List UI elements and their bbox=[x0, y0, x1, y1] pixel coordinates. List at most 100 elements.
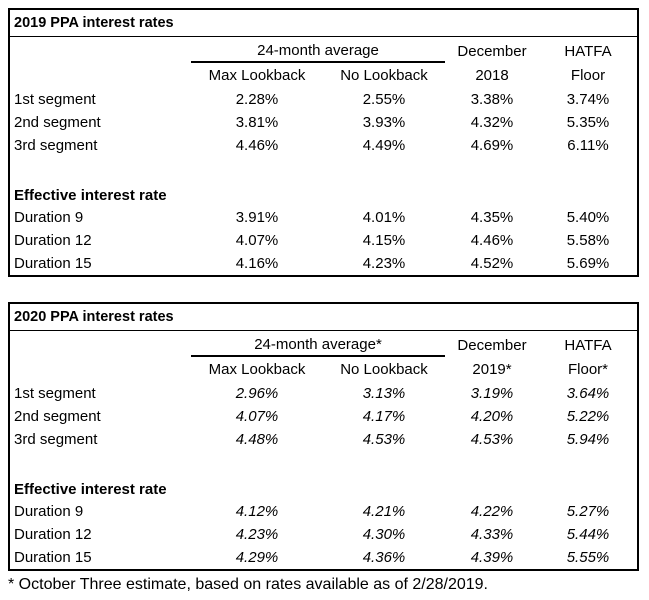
footnote: * October Three estimate, based on rates… bbox=[8, 576, 488, 593]
cell-max-lookback: 4.07% bbox=[235, 408, 279, 425]
cell-december: 4.39% bbox=[470, 549, 514, 566]
table-title-2020: 2020 PPA interest rates bbox=[10, 304, 637, 331]
cell-december: 4.52% bbox=[470, 255, 514, 272]
table-row-duration-15: Duration 15 4.29% 4.36% 4.39% 5.55% bbox=[10, 546, 637, 569]
cell-max-lookback: 3.81% bbox=[235, 114, 279, 131]
cell-max-lookback: 4.29% bbox=[235, 549, 279, 566]
cell-no-lookback: 3.93% bbox=[362, 114, 406, 131]
table-row-3rd-segment: 3rd segment 4.46% 4.49% 4.69% 6.11% bbox=[10, 134, 637, 157]
row-label: 3rd segment bbox=[14, 137, 98, 154]
cell-no-lookback: 4.49% bbox=[362, 137, 406, 154]
cell-no-lookback: 4.21% bbox=[362, 503, 406, 520]
cell-no-lookback: 4.53% bbox=[362, 431, 406, 448]
table-title-2019: 2019 PPA interest rates bbox=[10, 10, 637, 37]
ppa-2019-table: 2019 PPA interest rates 24-month average… bbox=[8, 8, 639, 277]
cell-max-lookback: 4.12% bbox=[235, 503, 279, 520]
header-row-sub-2020: Max Lookback No Lookback 2019* Floor* bbox=[10, 357, 637, 382]
cell-no-lookback: 4.23% bbox=[362, 255, 406, 272]
group-header-24-month-average-estimate: 24-month average* bbox=[191, 336, 445, 357]
cell-december: 3.38% bbox=[470, 91, 514, 108]
column-header-december-year: 2019* bbox=[472, 361, 512, 378]
cell-max-lookback: 2.28% bbox=[235, 91, 279, 108]
cell-december: 4.53% bbox=[470, 431, 514, 448]
group-header-24-month-average: 24-month average bbox=[191, 42, 445, 63]
header-row-top-2020: 24-month average* December HATFA bbox=[10, 331, 637, 357]
cell-max-lookback: 4.07% bbox=[235, 232, 279, 249]
cell-hatfa-floor: 3.74% bbox=[566, 91, 610, 108]
cell-hatfa-floor: 6.11% bbox=[567, 137, 609, 154]
table-row-duration-12: Duration 12 4.23% 4.30% 4.33% 5.44% bbox=[10, 523, 637, 546]
cell-december: 4.46% bbox=[470, 232, 514, 249]
cell-max-lookback: 4.16% bbox=[235, 255, 279, 272]
cell-no-lookback: 2.55% bbox=[362, 91, 406, 108]
cell-no-lookback: 3.13% bbox=[362, 385, 406, 402]
table-row-1st-segment: 1st segment 2.28% 2.55% 3.38% 3.74% bbox=[10, 88, 637, 111]
cell-hatfa-floor: 5.58% bbox=[566, 232, 610, 249]
column-header-no-lookback: No Lookback bbox=[340, 361, 428, 378]
cell-december: 4.20% bbox=[470, 408, 514, 425]
column-header-max-lookback: Max Lookback bbox=[208, 361, 306, 378]
cell-no-lookback: 4.01% bbox=[362, 209, 406, 226]
cell-december: 4.69% bbox=[470, 137, 514, 154]
column-header-december: December bbox=[457, 43, 527, 60]
cell-december: 4.33% bbox=[470, 526, 514, 543]
section-label: Effective interest rate bbox=[14, 480, 167, 498]
column-header-hatfa: HATFA bbox=[564, 43, 612, 60]
cell-hatfa-floor: 5.40% bbox=[566, 209, 610, 226]
cell-hatfa-floor: 5.55% bbox=[566, 549, 610, 566]
row-label: 1st segment bbox=[14, 385, 96, 402]
cell-december: 4.22% bbox=[470, 503, 514, 520]
column-header-hatfa: HATFA bbox=[564, 337, 612, 354]
table-row-2nd-segment: 2nd segment 4.07% 4.17% 4.20% 5.22% bbox=[10, 405, 637, 428]
section-row-effective-interest-rate: Effective interest rate bbox=[10, 478, 637, 500]
cell-december: 4.35% bbox=[470, 209, 514, 226]
cell-hatfa-floor: 3.64% bbox=[566, 385, 610, 402]
row-label: 3rd segment bbox=[14, 431, 98, 448]
row-label: Duration 15 bbox=[14, 549, 92, 566]
cell-no-lookback: 4.36% bbox=[362, 549, 406, 566]
cell-hatfa-floor: 5.35% bbox=[566, 114, 610, 131]
table-row-duration-15: Duration 15 4.16% 4.23% 4.52% 5.69% bbox=[10, 252, 637, 275]
table-row-3rd-segment: 3rd segment 4.48% 4.53% 4.53% 5.94% bbox=[10, 428, 637, 451]
header-row-top-2019: 24-month average December HATFA bbox=[10, 37, 637, 63]
row-label: 2nd segment bbox=[14, 408, 101, 425]
cell-hatfa-floor: 5.69% bbox=[566, 255, 610, 272]
row-label: Duration 9 bbox=[14, 209, 84, 226]
column-header-december-year: 2018 bbox=[475, 67, 509, 84]
column-header-hatfa-floor: Floor* bbox=[567, 361, 608, 378]
row-label: Duration 12 bbox=[14, 526, 92, 543]
table-row-2nd-segment: 2nd segment 3.81% 3.93% 4.32% 5.35% bbox=[10, 111, 637, 134]
ppa-2020-table: 2020 PPA interest rates 24-month average… bbox=[8, 302, 639, 571]
section-row-effective-interest-rate: Effective interest rate bbox=[10, 184, 637, 206]
cell-hatfa-floor: 5.94% bbox=[566, 431, 610, 448]
column-header-hatfa-floor: Floor bbox=[570, 67, 606, 84]
cell-hatfa-floor: 5.44% bbox=[566, 526, 610, 543]
tables-gap bbox=[8, 277, 649, 302]
row-label: Duration 9 bbox=[14, 503, 84, 520]
table-row-duration-9: Duration 9 3.91% 4.01% 4.35% 5.40% bbox=[10, 206, 637, 229]
row-label: 2nd segment bbox=[14, 114, 101, 131]
cell-max-lookback: 2.96% bbox=[235, 385, 279, 402]
cell-hatfa-floor: 5.27% bbox=[566, 503, 610, 520]
spacer-row bbox=[10, 451, 637, 478]
table-row-duration-9: Duration 9 4.12% 4.21% 4.22% 5.27% bbox=[10, 500, 637, 523]
row-label: 1st segment bbox=[14, 91, 96, 108]
cell-max-lookback: 4.23% bbox=[235, 526, 279, 543]
column-header-december: December bbox=[457, 337, 527, 354]
cell-no-lookback: 4.15% bbox=[362, 232, 406, 249]
section-label: Effective interest rate bbox=[14, 186, 167, 204]
column-header-max-lookback: Max Lookback bbox=[208, 67, 306, 84]
cell-december: 3.19% bbox=[470, 385, 514, 402]
cell-hatfa-floor: 5.22% bbox=[566, 408, 610, 425]
row-label: Duration 15 bbox=[14, 255, 92, 272]
spacer-row bbox=[10, 157, 637, 184]
header-row-sub-2019: Max Lookback No Lookback 2018 Floor bbox=[10, 63, 637, 88]
cell-max-lookback: 3.91% bbox=[235, 209, 279, 226]
cell-max-lookback: 4.48% bbox=[235, 431, 279, 448]
table-row-1st-segment: 1st segment 2.96% 3.13% 3.19% 3.64% bbox=[10, 382, 637, 405]
cell-no-lookback: 4.30% bbox=[362, 526, 406, 543]
table-row-duration-12: Duration 12 4.07% 4.15% 4.46% 5.58% bbox=[10, 229, 637, 252]
row-label: Duration 12 bbox=[14, 232, 92, 249]
cell-no-lookback: 4.17% bbox=[362, 408, 406, 425]
